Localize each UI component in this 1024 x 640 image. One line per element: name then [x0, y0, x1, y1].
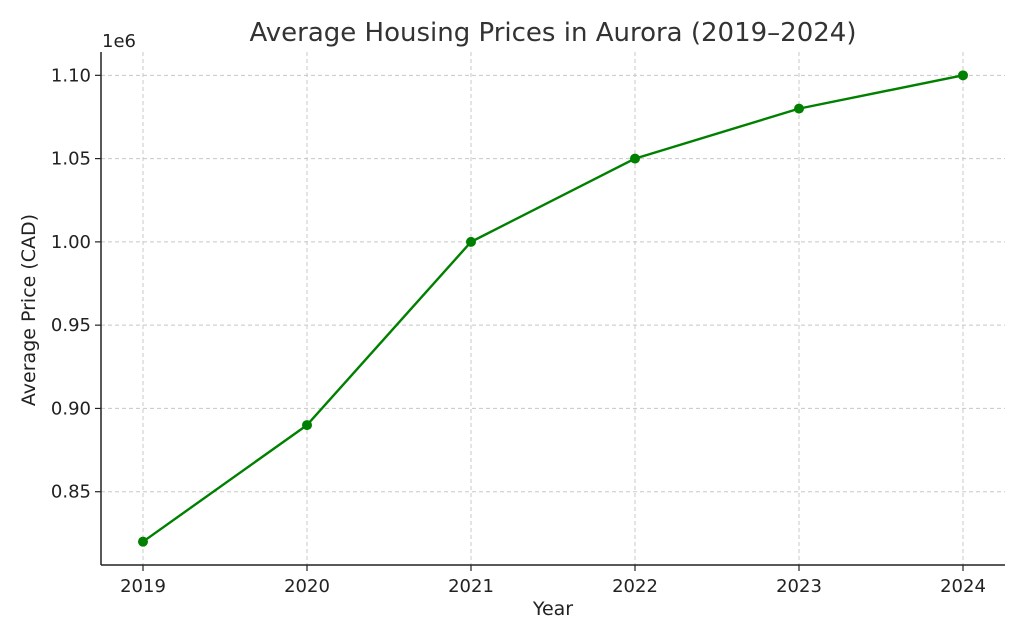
tick-labels: 2019 2020 2021 2022 2023 2024 0.85 0.90 0.95 1.00…: [51, 65, 986, 597]
gridlines: [101, 52, 1005, 565]
axes: [95, 52, 1005, 571]
x-tick-label: 2022: [612, 576, 658, 597]
y-tick-label: 1.00: [51, 232, 91, 253]
x-tick-label: 2019: [120, 576, 166, 597]
data-point: [466, 236, 476, 247]
chart-title: Average Housing Prices in Aurora (2019–2…: [250, 18, 857, 48]
data-series: [138, 70, 968, 547]
x-tick-label: 2023: [776, 576, 822, 597]
y-axis-offset-label: 1e6: [102, 31, 136, 52]
x-axis-label: Year: [532, 598, 573, 620]
data-point: [138, 536, 148, 547]
data-point: [630, 153, 640, 164]
x-tick-label: 2024: [940, 576, 986, 597]
data-point: [794, 103, 804, 114]
y-tick-label: 1.05: [51, 149, 91, 170]
x-tick-label: 2021: [448, 576, 494, 597]
data-point: [302, 420, 312, 431]
data-point: [958, 70, 968, 81]
x-tick-label: 2020: [284, 576, 330, 597]
y-tick-label: 0.95: [51, 315, 91, 336]
y-tick-label: 1.10: [51, 65, 91, 86]
series-line: [142, 74, 964, 543]
y-tick-label: 0.90: [51, 398, 91, 419]
y-axis-label: Average Price (CAD): [18, 214, 40, 406]
y-tick-label: 0.85: [51, 482, 91, 503]
